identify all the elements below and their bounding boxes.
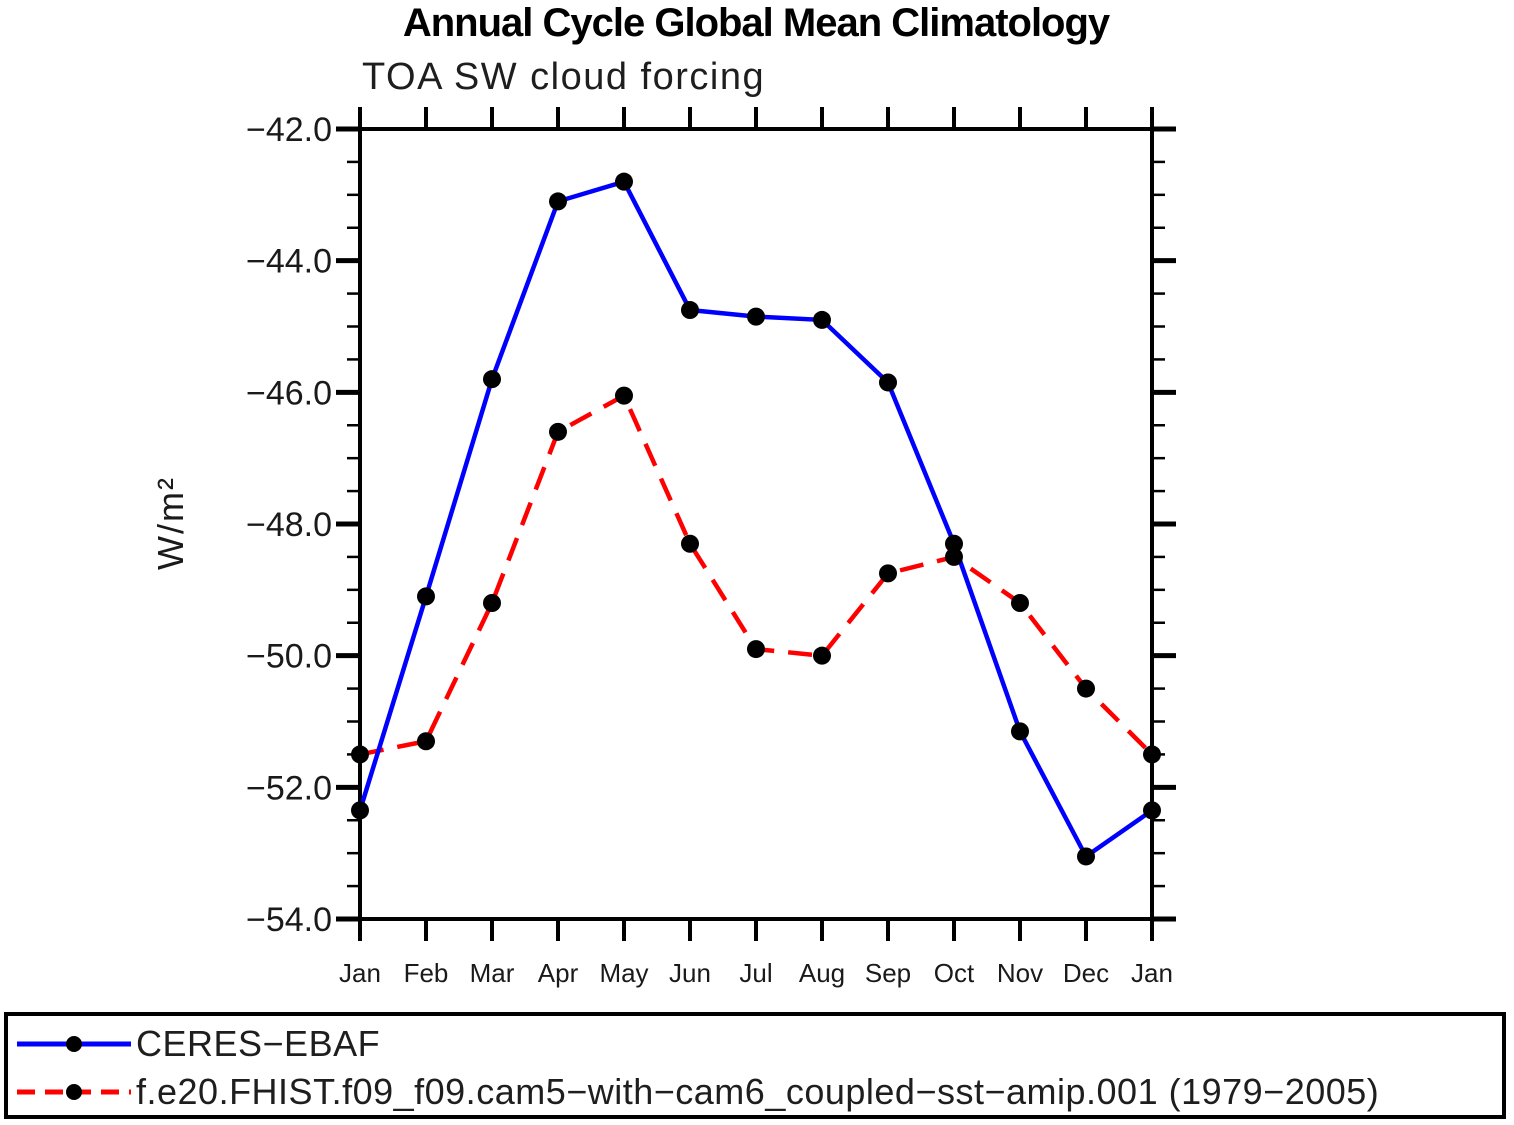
chart-subtitle: TOA SW cloud forcing [362,56,766,98]
data-point-marker [549,192,567,211]
data-point-marker [417,587,435,606]
y-tick-label: −54.0 [246,901,332,939]
y-tick-label: −50.0 [246,638,332,676]
data-point-marker [813,646,831,665]
data-point-marker [1143,801,1161,820]
data-point-marker [417,732,435,751]
series-line-1 [359,392,1154,757]
data-point-marker [813,310,831,329]
plot-area: Jan Feb Mar Apr May Jun Jul Aug Sep Oct Nov Dec Jan−… [150,107,1176,988]
x-tick-label: May [599,958,648,988]
x-tick-label: Apr [538,958,579,988]
legend-label-ceres-ebaf: CERES−EBAF [136,1023,381,1064]
x-tick-label: Jan [339,958,381,988]
data-point-marker [615,386,633,405]
data-point-marker [681,301,699,320]
data-point-marker [945,547,963,566]
x-tick-label: Jul [739,958,772,988]
y-tick-label: −46.0 [246,374,332,412]
x-tick-label: Jun [669,958,711,988]
x-tick-label: Feb [404,958,449,988]
y-tick-label: −52.0 [246,769,332,807]
data-point-marker [549,422,567,441]
x-tick-label: Oct [934,958,975,988]
y-tick-label: −42.0 [246,111,332,149]
y-tick-label: −48.0 [246,506,332,544]
data-point-marker [747,307,765,326]
data-point-marker [483,594,501,612]
x-tick-label: Sep [865,958,911,988]
data-point-marker [1077,679,1095,698]
data-point-marker [1143,745,1161,764]
x-tick-label: Mar [470,958,515,988]
data-point-marker [351,745,369,764]
x-tick-label: Aug [799,958,845,988]
plot-frame [358,127,1154,921]
x-tick-label: Dec [1063,958,1109,988]
data-point-marker [879,373,897,392]
y-tick-label: −44.0 [246,243,332,281]
data-point-marker [879,564,897,583]
data-point-marker [483,370,501,389]
x-tick-label: Jan [1131,958,1173,988]
legend-line-marker-icon [17,1036,131,1052]
legend-label-model-run: f.e20.FHIST.f09_f09.cam5−with−cam6_coupl… [136,1071,1380,1112]
legend-dashed-line-marker-icon [17,1084,131,1100]
legend-item-ceres-ebaf: CERES−EBAF [14,1023,381,1064]
data-point-marker [1077,847,1095,866]
data-point-marker [747,640,765,659]
series-line-0 [357,179,1154,860]
data-point-marker [1011,594,1029,612]
data-point-marker [945,534,963,553]
data-point-marker [681,534,699,553]
x-tick-label: Nov [997,958,1043,988]
data-point-marker [615,172,633,191]
data-point-marker [1011,722,1029,741]
data-point-marker [351,801,369,820]
legend-item-model-run: f.e20.FHIST.f09_f09.cam5−with−cam6_coupl… [14,1071,1380,1112]
y-axis-title: W/m² [150,476,191,570]
legend: CERES−EBAF f.e20.FHIST.f09_f09.cam5−with… [4,1012,1506,1119]
chart-title: Annual Cycle Global Mean Climatology [402,1,1110,45]
